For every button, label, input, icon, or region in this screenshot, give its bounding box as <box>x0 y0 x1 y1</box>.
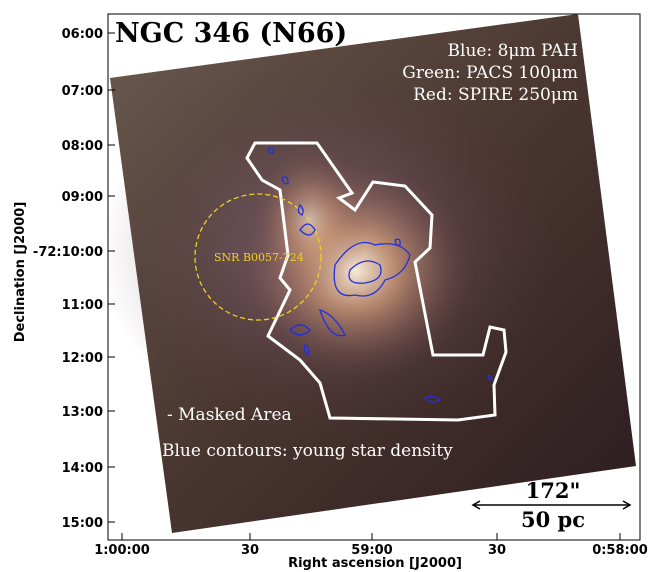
y-tick-label: 14:00 <box>62 461 103 476</box>
y-axis-label: Declination [J2000] <box>13 202 28 343</box>
y-tick-label: 06:00 <box>62 27 103 42</box>
snr-circle <box>194 193 322 321</box>
scale-bar <box>471 500 632 510</box>
y-tick-label: 15:00 <box>62 516 103 531</box>
snr-label: SNR B0057-724 <box>214 251 304 264</box>
x-tick-label: 30 <box>488 543 506 558</box>
y-tick-label: 12:00 <box>62 351 103 366</box>
title: NGC 346 (N66) <box>115 18 347 49</box>
band-label: Red: SPIRE 250μm <box>413 85 578 105</box>
x-axis-label: Right ascension [J2000] <box>288 556 462 571</box>
y-tick-label: 11:00 <box>62 298 103 313</box>
scale-physical: 50 pc <box>521 507 585 532</box>
scale-angular: 172" <box>526 478 581 503</box>
nebula-arm <box>250 140 370 300</box>
band-label: Green: PACS 100μm <box>402 63 578 83</box>
tick-marks <box>108 32 621 540</box>
y-tick-label: 09:00 <box>62 190 103 205</box>
y-tick-label: -72:10:00 <box>33 245 103 260</box>
x-tick-label: 59:00 <box>351 543 392 558</box>
star-contours <box>267 147 493 403</box>
x-tick-label: 1:00:00 <box>94 543 150 558</box>
mask-outline <box>245 141 508 422</box>
y-tick-label: 13:00 <box>62 405 103 420</box>
x-tick-label: 0:58:00 <box>592 543 648 558</box>
contour-label: Blue contours: young star density <box>162 441 453 461</box>
y-tick-label: 07:00 <box>62 84 103 99</box>
y-tick-label: 08:00 <box>62 139 103 154</box>
mask-label: - Masked Area <box>167 405 292 425</box>
x-tick-label: 30 <box>241 543 259 558</box>
band-label: Blue: 8μm PAH <box>448 41 578 61</box>
